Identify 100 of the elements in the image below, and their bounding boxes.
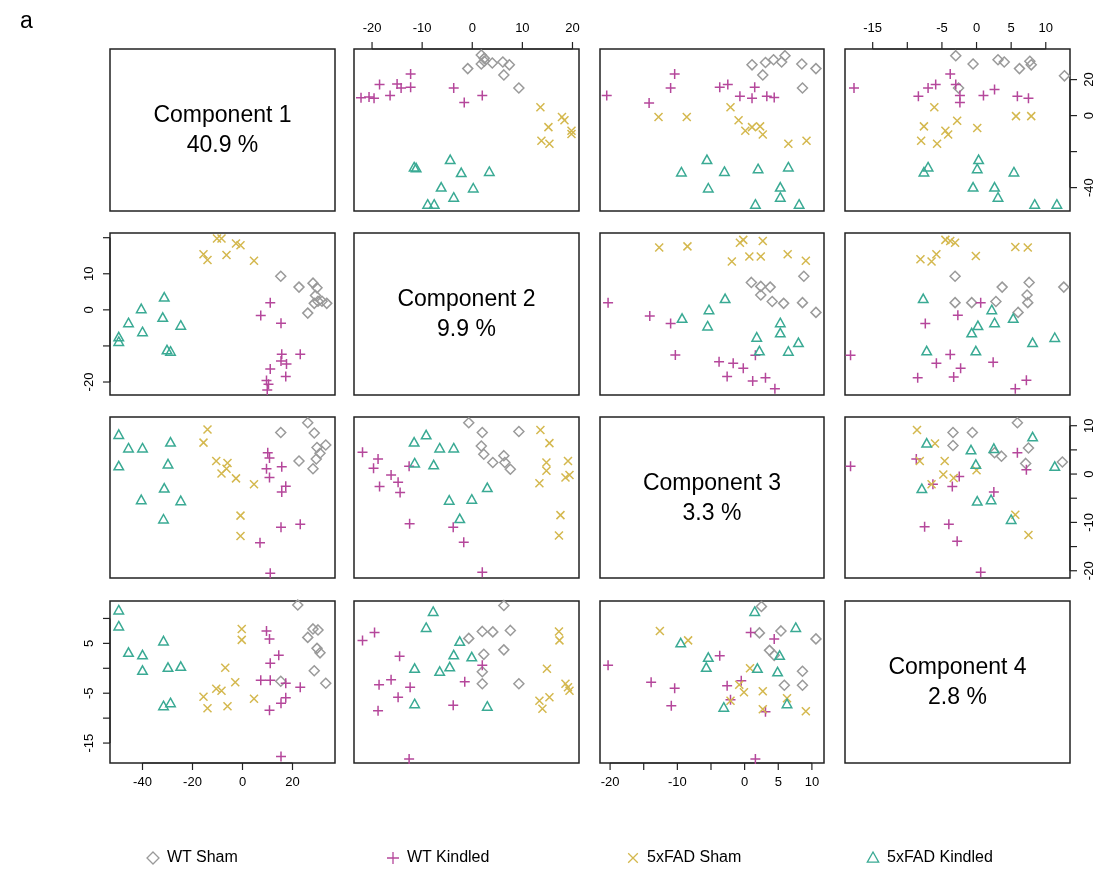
point xyxy=(254,536,266,549)
y-tick-label: -20 xyxy=(81,372,97,392)
y-tick-label: -20 xyxy=(1081,561,1097,581)
point xyxy=(777,297,790,310)
x-tick-label: 20 xyxy=(285,774,300,790)
point xyxy=(302,631,314,644)
point xyxy=(970,459,982,470)
point xyxy=(767,54,780,66)
point xyxy=(1011,90,1024,102)
point xyxy=(198,249,209,260)
point xyxy=(952,82,965,94)
point xyxy=(541,457,552,468)
point xyxy=(995,450,1008,462)
point xyxy=(919,121,929,132)
point xyxy=(948,473,959,483)
point xyxy=(1022,92,1035,105)
point xyxy=(748,81,761,94)
point xyxy=(915,254,926,265)
point xyxy=(560,472,571,483)
point xyxy=(161,344,173,355)
point xyxy=(801,136,812,146)
point xyxy=(703,304,715,315)
point xyxy=(977,89,990,102)
point xyxy=(796,665,809,678)
point xyxy=(992,191,1004,202)
point xyxy=(746,92,758,105)
point xyxy=(113,460,125,471)
point xyxy=(308,665,320,677)
point xyxy=(566,125,577,136)
y-tick-label: -15 xyxy=(81,733,97,753)
point xyxy=(476,659,489,672)
y-tick-label: 10 xyxy=(81,266,97,281)
point xyxy=(971,251,981,261)
point xyxy=(645,676,657,688)
point xyxy=(664,82,677,94)
point xyxy=(486,57,499,69)
point xyxy=(165,436,176,447)
x-tick-label: -10 xyxy=(412,20,432,36)
text: a xyxy=(20,7,33,34)
x-tick-label: 10 xyxy=(1038,20,1053,36)
point xyxy=(137,649,148,660)
point xyxy=(930,438,940,449)
point xyxy=(428,198,440,209)
point xyxy=(137,442,148,453)
point xyxy=(1010,242,1021,252)
point xyxy=(801,256,811,266)
point xyxy=(600,89,613,102)
point xyxy=(912,90,925,102)
point xyxy=(749,753,762,765)
point xyxy=(1019,457,1032,470)
point xyxy=(158,700,169,711)
y-tick-label: -40 xyxy=(1081,178,1097,197)
point xyxy=(373,480,386,493)
point xyxy=(113,331,125,342)
point xyxy=(123,317,134,328)
point xyxy=(476,426,489,439)
point xyxy=(643,97,655,109)
point xyxy=(1023,242,1033,253)
point xyxy=(216,468,227,479)
point xyxy=(447,699,459,711)
point xyxy=(275,317,287,329)
point xyxy=(563,682,573,692)
point xyxy=(758,129,768,140)
point xyxy=(746,375,759,387)
point xyxy=(1008,166,1020,177)
point xyxy=(1049,461,1061,472)
point xyxy=(700,662,712,673)
point xyxy=(544,438,555,448)
point xyxy=(476,666,489,678)
point xyxy=(953,470,965,483)
point xyxy=(498,449,510,462)
point xyxy=(392,691,404,703)
point xyxy=(1011,417,1024,429)
point xyxy=(755,280,767,293)
point xyxy=(738,235,749,245)
point xyxy=(478,448,490,460)
point xyxy=(946,480,959,493)
point xyxy=(919,317,932,330)
point xyxy=(321,297,333,310)
point xyxy=(1021,289,1033,301)
point xyxy=(427,606,439,617)
point xyxy=(264,674,276,687)
point xyxy=(368,626,381,639)
point xyxy=(965,444,977,455)
point xyxy=(989,181,1001,192)
point xyxy=(768,649,780,662)
point xyxy=(844,349,857,362)
point xyxy=(644,310,656,322)
point xyxy=(950,49,962,62)
point xyxy=(739,687,749,697)
x-tick-label: -5 xyxy=(936,20,948,36)
point xyxy=(916,483,928,494)
point xyxy=(758,236,768,246)
point xyxy=(669,349,682,361)
point xyxy=(137,326,148,337)
point xyxy=(1056,456,1069,468)
point xyxy=(971,465,982,475)
x-tick-label: 0 xyxy=(238,774,247,790)
point xyxy=(221,463,232,474)
point xyxy=(954,362,967,375)
